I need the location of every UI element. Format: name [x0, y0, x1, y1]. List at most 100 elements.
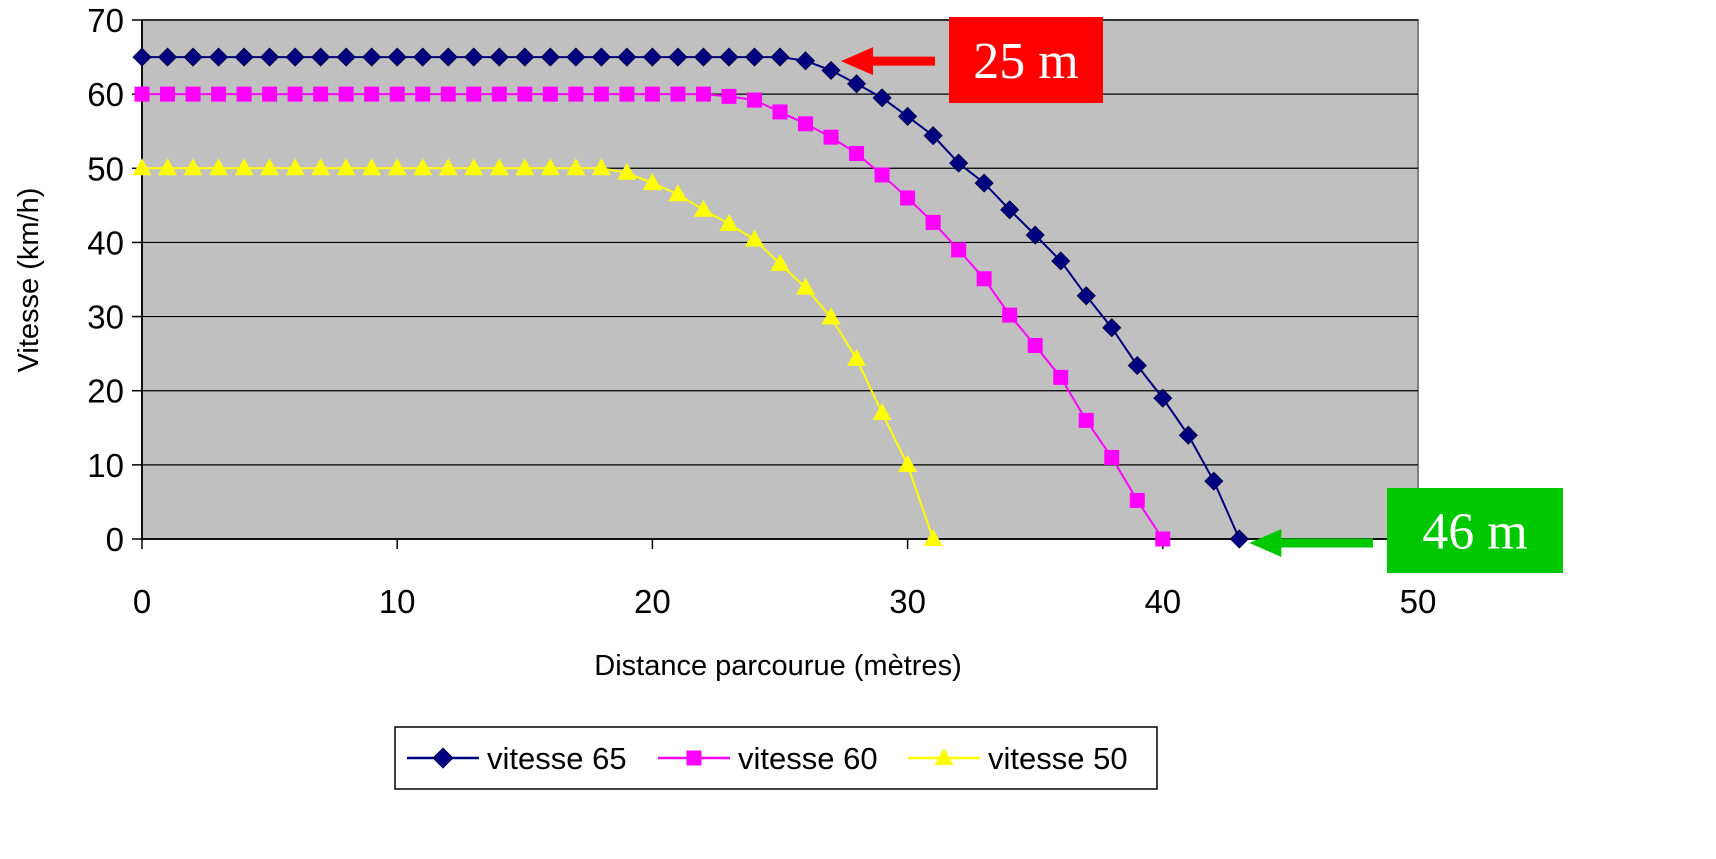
series-0-point-32	[949, 153, 969, 173]
legend-entry-2: vitesse 50	[908, 741, 1128, 776]
series-1-point-24	[746, 92, 762, 108]
series-1-point-13	[466, 86, 482, 102]
legend-entry-0: vitesse 65	[407, 741, 627, 776]
series-0-point-27	[821, 60, 841, 80]
series-0-point-22	[693, 47, 714, 67]
x-tick-label-1: 10	[379, 583, 416, 620]
series-2-point-10	[387, 158, 407, 176]
series-1-point-15	[517, 86, 533, 102]
series-0	[132, 47, 1249, 549]
series-2-point-0	[132, 158, 152, 176]
legend-box	[394, 726, 1158, 790]
series-0-point-0	[132, 47, 152, 67]
annotation-arrowhead-0	[841, 47, 874, 76]
series-1-point-11	[415, 86, 431, 102]
legend: vitesse 65 vitesse 60 vitesse 50	[394, 726, 1158, 790]
series-2-point-13	[464, 158, 484, 176]
series-2-point-16	[540, 158, 560, 176]
series-0-point-34	[1000, 200, 1020, 220]
annotation-label-0: 25 m	[973, 33, 1078, 90]
x-tick-label-2: 20	[634, 583, 671, 620]
series-1-point-33	[976, 271, 992, 287]
series-1-point-29	[874, 167, 890, 183]
series-2-point-20	[642, 173, 662, 191]
series-0-point-18	[591, 47, 611, 67]
series-0-point-6	[285, 47, 305, 67]
series-0-point-4	[234, 47, 254, 67]
annotations: 25 m 46 m	[841, 17, 1563, 573]
series-1-point-19	[619, 86, 635, 102]
series-0-point-25	[770, 47, 790, 67]
annotation-box-0	[949, 17, 1103, 103]
series-1-point-8	[338, 86, 354, 102]
series-0-point-40	[1153, 388, 1173, 408]
series-2-point-18	[591, 158, 611, 176]
series-2-point-28	[847, 348, 867, 366]
series-1-point-6	[287, 86, 303, 102]
legend-label-1: vitesse 60	[738, 741, 878, 776]
series-0-point-14	[489, 47, 509, 67]
series-2-point-4	[234, 158, 254, 176]
series-0-point-31	[923, 126, 943, 146]
series-0-point-41	[1178, 425, 1198, 445]
series-2-point-15	[515, 158, 535, 176]
series-0-point-33	[974, 173, 994, 193]
series-1-point-30	[900, 190, 916, 206]
series-1-point-14	[491, 86, 507, 102]
series-0-point-29	[872, 88, 892, 108]
series-2-point-25	[770, 253, 790, 271]
x-axis-title: Distance parcourue (mètres)	[594, 650, 961, 682]
y-tick-label-4: 40	[87, 224, 124, 261]
series-2-point-23	[719, 213, 739, 231]
series-2-point-7	[311, 158, 331, 176]
series-1-point-39	[1129, 492, 1145, 508]
series-2-point-19	[617, 162, 637, 180]
series-1-point-9	[364, 86, 380, 102]
series-0-point-9	[362, 47, 382, 67]
x-tick-labels: 0 10 20 30 40 50	[133, 583, 1437, 620]
series-1-point-20	[644, 86, 660, 102]
annotation-1: 46 m	[1249, 488, 1563, 573]
series-1-point-2	[185, 86, 201, 102]
series-0-point-28	[846, 74, 867, 94]
annotation-0: 25 m	[841, 17, 1103, 103]
series-0-point-26	[795, 51, 816, 71]
series-1-point-34	[1002, 307, 1018, 323]
y-tick-label-0: 0	[106, 521, 124, 558]
series-0-point-1	[157, 47, 178, 67]
legend-entry-1: vitesse 60	[658, 741, 878, 776]
series-1-point-7	[313, 86, 329, 102]
series-0-point-7	[311, 47, 331, 67]
series-1-point-25	[772, 104, 788, 120]
annotation-label-1: 46 m	[1422, 504, 1527, 561]
legend-label-2: vitesse 50	[988, 741, 1128, 776]
series-0-point-5	[260, 47, 280, 67]
series-0-point-8	[336, 47, 356, 67]
series-1-point-10	[389, 86, 405, 102]
series-1-point-5	[262, 86, 278, 102]
x-tick-label-5: 50	[1400, 583, 1437, 620]
x-tick-label-4: 40	[1144, 583, 1181, 620]
series-0-point-20	[642, 47, 662, 67]
series-1-point-12	[440, 86, 456, 102]
series-1-point-22	[695, 86, 711, 102]
x-tick-label-3: 30	[889, 583, 926, 620]
series-1-point-32	[951, 242, 967, 258]
series-1-point-35	[1027, 337, 1043, 353]
annotation-box-1	[1387, 488, 1563, 573]
y-tick-label-3: 30	[87, 299, 124, 336]
series-1-point-36	[1053, 369, 1069, 385]
series-2-point-3	[209, 158, 229, 176]
y-tick-label-2: 20	[87, 373, 124, 410]
series-2-point-14	[489, 158, 509, 176]
series-0-point-38	[1102, 318, 1122, 338]
series-0-point-11	[413, 47, 433, 67]
series-2-point-24	[744, 229, 764, 247]
legend-swatch-marker-1	[686, 750, 702, 766]
series-0-point-12	[438, 47, 458, 67]
series-1-point-23	[721, 88, 737, 104]
series-2-point-30	[898, 454, 918, 472]
series-2-point-26	[796, 277, 816, 295]
y-tick-label-1: 10	[87, 447, 124, 484]
